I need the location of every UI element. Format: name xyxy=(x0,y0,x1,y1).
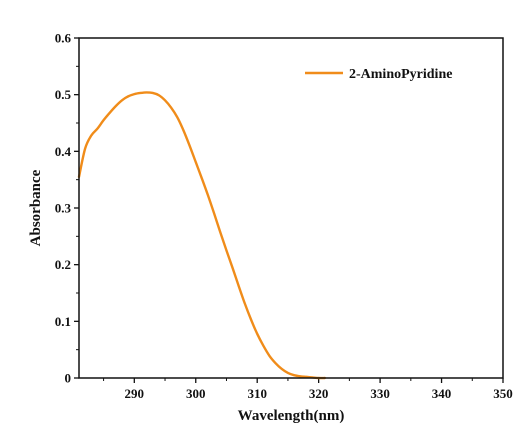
y-axis-ticks: 0 0.1 0.2 0.3 0.4 0.5 0.6 xyxy=(55,31,79,386)
x-tick-label: 320 xyxy=(309,386,329,401)
y-tick-label: 0.1 xyxy=(55,314,71,329)
y-tick-label: 0 xyxy=(65,371,72,386)
y-axis-title: Absorbance xyxy=(28,169,44,246)
series-line-2-aminopyridine xyxy=(77,91,326,380)
x-axis-ticks: 290 300 310 320 330 340 350 xyxy=(103,378,513,401)
x-tick-label: 350 xyxy=(493,386,513,401)
x-tick-label: 300 xyxy=(186,386,206,401)
x-tick-label: 290 xyxy=(125,386,145,401)
x-tick-label: 330 xyxy=(370,386,390,401)
y-tick-label: 0.2 xyxy=(55,257,71,272)
x-axis-title: Wavelength(nm) xyxy=(238,408,345,424)
legend-label-2-aminopyridine: 2-AminoPyridine xyxy=(349,67,452,82)
y-tick-label: 0.4 xyxy=(55,144,72,159)
y-tick-label: 0.5 xyxy=(55,87,72,102)
y-tick-label: 0.3 xyxy=(55,201,72,216)
y-tick-label: 0.6 xyxy=(55,31,72,46)
x-tick-label: 340 xyxy=(432,386,452,401)
legend: 2-AminoPyridine xyxy=(305,67,452,82)
plot-area-frame xyxy=(78,37,504,379)
x-tick-label: 310 xyxy=(247,386,267,401)
